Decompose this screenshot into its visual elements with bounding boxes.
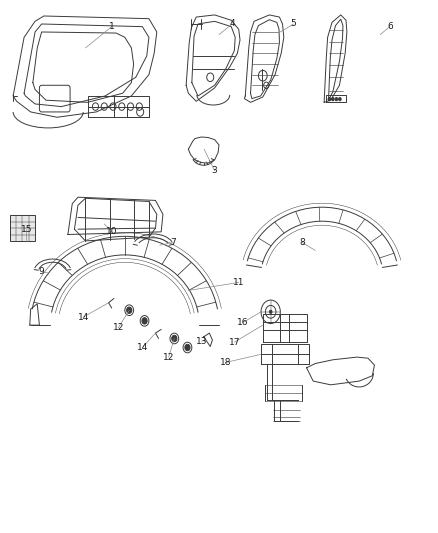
Text: 14: 14 [137,343,148,352]
Text: 12: 12 [163,353,174,361]
Circle shape [185,344,190,351]
Circle shape [142,318,147,324]
Circle shape [339,98,341,101]
Circle shape [328,98,331,101]
Text: 16: 16 [237,318,249,327]
Text: 4: 4 [230,20,235,28]
Text: 11: 11 [233,278,244,287]
FancyBboxPatch shape [10,215,35,241]
Text: 10: 10 [106,228,117,236]
Text: 13: 13 [196,337,207,345]
Text: 7: 7 [170,238,176,247]
Text: 12: 12 [113,324,124,332]
Text: 9: 9 [39,268,45,276]
Circle shape [127,307,132,313]
Text: 17: 17 [229,338,240,346]
Text: 18: 18 [220,358,231,367]
Text: 6: 6 [387,22,393,31]
Text: 1: 1 [109,22,115,31]
Text: 3: 3 [212,166,218,175]
Text: 15: 15 [21,225,32,233]
Text: 8: 8 [299,238,305,247]
Circle shape [269,310,272,313]
Circle shape [172,335,177,342]
FancyBboxPatch shape [39,85,70,112]
Text: 5: 5 [290,20,297,28]
Circle shape [335,98,338,101]
Circle shape [332,98,334,101]
Text: 14: 14 [78,313,89,321]
